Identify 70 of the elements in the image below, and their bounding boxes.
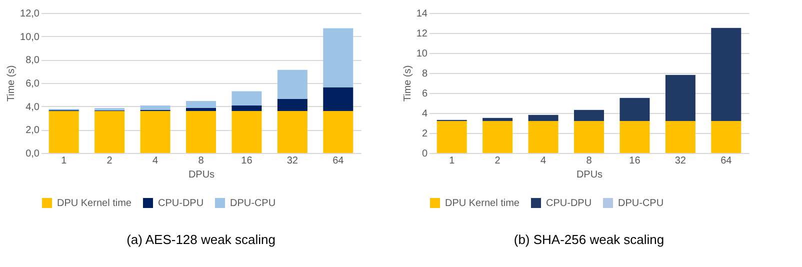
bar (323, 111, 354, 153)
bar (277, 98, 308, 111)
bar (665, 75, 696, 121)
x-axis-title: DPUs (188, 170, 215, 180)
x-tick-label: 64 (720, 156, 732, 166)
bar (574, 121, 604, 153)
x-tick-label: 8 (586, 156, 592, 166)
y-tick-label: 10 (416, 48, 428, 60)
y-tick-label: 4 (422, 108, 428, 120)
legend-label: DPU Kernel time (445, 198, 520, 209)
bar (48, 111, 79, 153)
bar (232, 91, 262, 106)
x-tick-label: 2 (106, 156, 113, 166)
x-axis-title: DPUs (576, 170, 603, 180)
bar (528, 121, 558, 153)
bar (277, 111, 308, 153)
y-tick-label: 8,0 (26, 55, 40, 66)
y-tick-label: 10,0 (20, 32, 40, 43)
legend-label: CPU-DPU (546, 198, 592, 209)
bar (140, 111, 170, 153)
x-tick-label: 32 (286, 156, 298, 166)
bar (620, 98, 650, 121)
text: (b) SHA-256 weak scaling (514, 232, 664, 247)
y-axis-title: Time (s) (6, 65, 18, 102)
y-tick-label: 12,0 (20, 8, 40, 20)
legend-label: DPU-CPU (230, 198, 276, 209)
x-tick-label: 16 (241, 156, 253, 166)
y-tick-label: 2,0 (26, 125, 40, 136)
y-tick-label: 14 (416, 8, 428, 20)
y-tick-label: 0 (422, 148, 428, 160)
bar (186, 111, 216, 153)
text: (a) AES-128 weak scaling (126, 232, 276, 247)
bar (323, 87, 354, 111)
legend-label: CPU-DPU (158, 198, 204, 209)
y-tick-label: 8 (422, 68, 428, 80)
x-tick-label: 8 (198, 156, 204, 166)
bar (186, 100, 216, 108)
bar (186, 108, 216, 111)
bar (665, 121, 696, 153)
y-axis-title: Time (s) (402, 65, 414, 102)
x-tick-label: 4 (152, 156, 159, 166)
bar (711, 121, 742, 153)
y-tick-label: 2 (422, 128, 428, 140)
legend-label: DPU Kernel time (57, 198, 132, 209)
x-tick-label: 2 (494, 156, 501, 166)
x-tick-label: 16 (629, 156, 641, 166)
bar (482, 121, 513, 153)
bar (436, 121, 467, 153)
bar (574, 110, 604, 121)
bar (94, 111, 125, 153)
bar (140, 106, 170, 110)
y-tick-label: 6 (422, 88, 428, 100)
x-tick-label: 1 (61, 156, 68, 166)
y-tick-label: 12 (416, 28, 428, 40)
bar (323, 28, 354, 88)
y-tick-label: 0,0 (26, 148, 40, 160)
x-tick-label: 32 (674, 156, 686, 166)
bar (482, 118, 513, 121)
y-tick-label: 4,0 (26, 102, 40, 113)
x-tick-label: 1 (449, 156, 456, 166)
bar (232, 111, 262, 153)
legend-label: DPU-CPU (618, 198, 664, 209)
x-tick-label: 4 (540, 156, 547, 166)
bar (277, 70, 308, 99)
bar (232, 106, 262, 111)
bar (528, 115, 558, 121)
bar (711, 28, 742, 121)
x-tick-label: 64 (332, 156, 344, 166)
bar (620, 121, 650, 153)
y-tick-label: 6,0 (26, 78, 40, 90)
